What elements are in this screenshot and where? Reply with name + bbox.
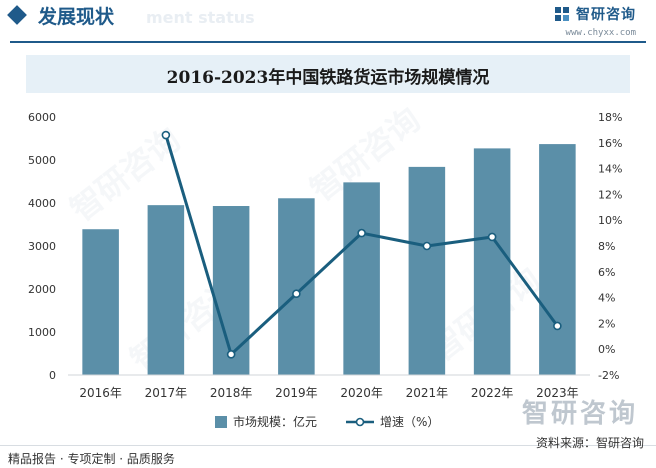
y-left-tick-label: 0 (49, 369, 56, 382)
y-left-tick-label: 6000 (28, 111, 56, 124)
legend-marker-growth (355, 417, 365, 427)
footer: 精品报告 · 专项定制 · 品质服务 资料来源：智研咨询 (0, 436, 656, 468)
bar-market-size (539, 144, 576, 375)
chart-title-box: 2016-2023年中国铁路货运市场规模情况 (26, 55, 630, 93)
y-right-tick-label: 14% (598, 163, 622, 176)
point-growth (553, 321, 562, 331)
point-growth (487, 232, 497, 242)
y-left-tick-label: 4000 (28, 197, 56, 210)
y-left-tick-label: 3000 (28, 240, 56, 253)
y-right-tick-label: 18% (598, 111, 622, 124)
y-right-tick-label: 8% (598, 240, 615, 253)
x-tick-label: 2019年 (275, 386, 318, 400)
page-title: 发展现状 (38, 6, 115, 28)
point-growth (161, 130, 171, 140)
legend-label-growth: 增速（%） (380, 415, 439, 429)
x-tick-label: 2016年 (79, 386, 122, 400)
brand-site: www.chyxx.com (565, 28, 636, 38)
y-right-tick-label: 10% (598, 214, 622, 227)
x-tick-label: 2020年 (340, 386, 383, 400)
brand-logo-icon (555, 7, 569, 21)
x-tick-label: 2023年 (536, 386, 579, 400)
bar-market-size (278, 198, 315, 375)
y-right-tick-label: 12% (598, 188, 622, 201)
point-growth (357, 228, 366, 238)
point-growth (422, 241, 432, 251)
bar-market-size (147, 205, 185, 375)
y-right-tick-label: 2% (598, 317, 615, 330)
y-right-tick-label: 6% (598, 266, 615, 279)
bar-market-size (82, 229, 119, 375)
point-growth (226, 350, 236, 359)
y-left-tick-label: 2000 (28, 283, 56, 296)
bar-market-size (212, 206, 250, 375)
point-growth (292, 289, 301, 299)
y-right-tick-label: 16% (598, 137, 622, 150)
y-right-tick-label: 4% (598, 292, 615, 305)
footer-slogan: 精品报告 · 专项定制 · 品质服务 (8, 452, 175, 466)
header-divider (10, 41, 646, 43)
y-left-tick-label: 1000 (28, 326, 56, 339)
y-right-tick-label: 0% (598, 343, 615, 356)
legend-swatch-market-size (215, 416, 227, 428)
ghost-subtitle: ment status (146, 8, 255, 27)
chart-title: 2016-2023年中国铁路货运市场规模情况 (166, 68, 490, 88)
x-tick-label: 2022年 (471, 386, 514, 400)
y-right-tick-label: -2% (598, 369, 619, 382)
x-tick-label: 2021年 (406, 386, 449, 400)
brand: 智研咨询 (554, 4, 636, 24)
bar-market-size (408, 166, 446, 375)
legend-label-market-size: 市场规模：亿元 (233, 414, 317, 429)
bar-market-size (343, 182, 380, 375)
bar-market-size (473, 148, 511, 375)
x-tick-label: 2018年 (210, 386, 253, 400)
data-source: 资料来源：智研咨询 (535, 436, 644, 450)
watermark-logo: 智研咨询 (521, 399, 638, 429)
header: 发展现状 ment status 智研咨询 www.chyxx.com (0, 0, 656, 43)
y-left-tick-label: 5000 (28, 154, 56, 167)
x-tick-label: 2017年 (145, 386, 188, 400)
brand-name: 智研咨询 (576, 7, 636, 23)
